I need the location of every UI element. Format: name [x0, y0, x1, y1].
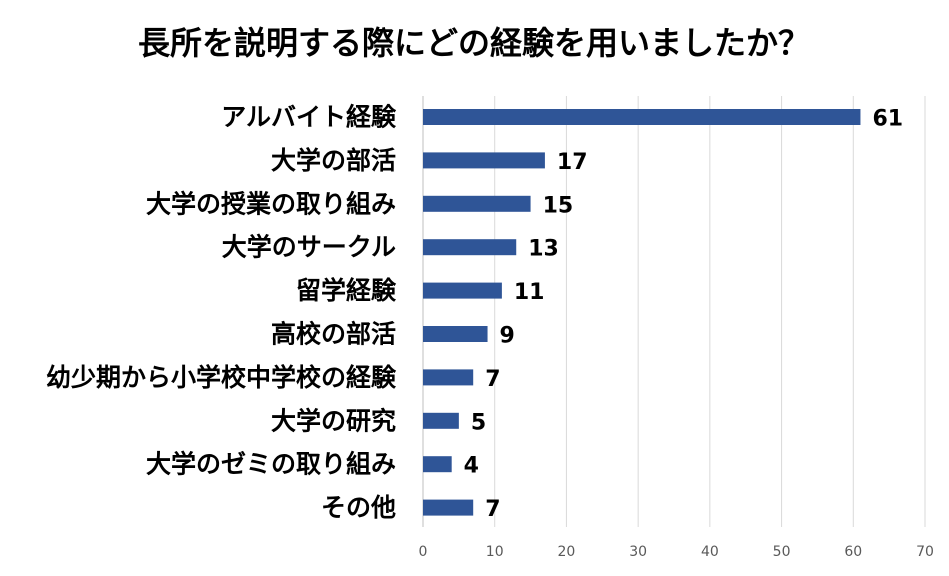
x-tick-label: 0 — [419, 544, 428, 560]
category-label: 大学の部活 — [271, 146, 396, 175]
category-labels: アルバイト経験大学の部活大学の授業の取り組み大学のサークル留学経験高校の部活幼少… — [46, 103, 397, 523]
data-label: 61 — [872, 107, 903, 132]
bar — [423, 369, 474, 386]
data-label: 5 — [471, 410, 486, 435]
bar — [423, 195, 531, 212]
data-label: 9 — [500, 324, 515, 349]
category-label: 大学の授業の取り組み — [146, 189, 396, 218]
bar — [423, 412, 459, 429]
bar — [423, 239, 517, 256]
x-tick-label: 50 — [773, 544, 791, 560]
category-label: 大学のサークル — [222, 233, 396, 262]
category-label: 高校の部活 — [271, 320, 396, 349]
bar — [423, 152, 545, 169]
data-label: 15 — [543, 193, 574, 218]
bar — [423, 456, 452, 473]
category-label: 大学のゼミの取り組み — [146, 450, 396, 479]
data-label: 13 — [528, 237, 559, 262]
bars — [423, 109, 861, 516]
category-label: 大学の研究 — [271, 406, 396, 435]
chart-title: 長所を説明する際にどの経験を用いましたか？ — [138, 24, 810, 62]
x-tick-label: 30 — [629, 544, 647, 560]
bar — [423, 109, 861, 125]
data-label: 7 — [485, 497, 500, 522]
x-axis-tick-labels: 0 10 20 30 40 50 60 70 — [419, 544, 934, 560]
data-label: 4 — [464, 454, 479, 479]
category-label: その他 — [321, 493, 396, 522]
category-label: 留学経験 — [296, 276, 397, 305]
data-label: 7 — [485, 367, 500, 392]
x-tick-label: 70 — [916, 544, 934, 560]
data-label: 11 — [514, 280, 545, 305]
bar — [423, 326, 488, 342]
data-label: 17 — [557, 150, 588, 175]
bar — [423, 282, 502, 299]
x-tick-label: 40 — [701, 544, 719, 560]
x-tick-label: 10 — [486, 544, 504, 560]
x-tick-label: 60 — [844, 544, 862, 560]
bar — [423, 499, 474, 516]
category-label: アルバイト経験 — [221, 103, 397, 132]
x-tick-label: 20 — [558, 544, 576, 560]
category-label: 幼少期から小学校中学校の経験 — [46, 363, 397, 392]
